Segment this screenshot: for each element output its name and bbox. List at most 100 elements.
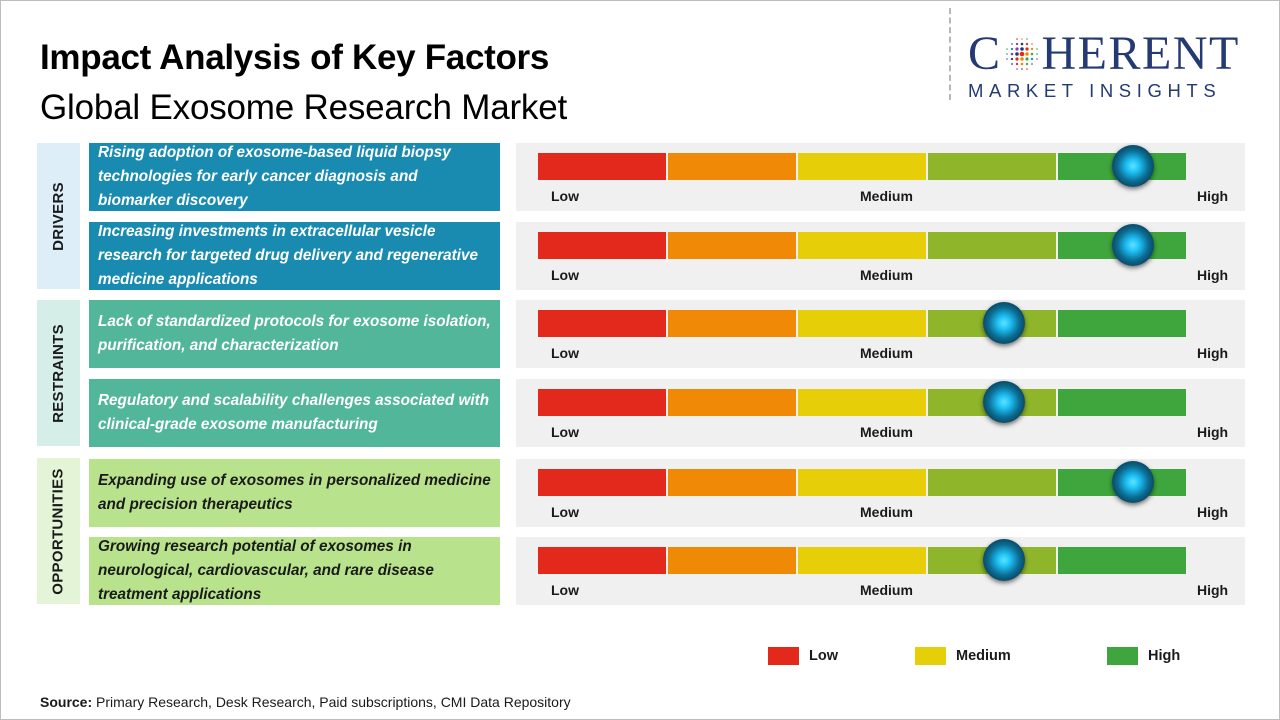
logo-dot — [1025, 38, 1028, 40]
logo-dot — [1035, 58, 1038, 60]
factor-restraint-1: Lack of standardized protocols for exoso… — [89, 300, 500, 368]
impact-meter: Low Medium High — [516, 537, 1245, 605]
logo-dot — [1014, 52, 1019, 56]
logo-dot — [1005, 48, 1008, 50]
scale-segment-5 — [1058, 310, 1186, 337]
logo-dot — [1014, 47, 1019, 51]
logo-dot — [1035, 53, 1038, 55]
logo-dot — [1030, 43, 1033, 45]
logo-dot — [1015, 42, 1018, 46]
impact-indicator-knob — [982, 302, 1025, 344]
logo-dot-globe-icon — [1005, 38, 1038, 70]
logo-dot — [1019, 51, 1024, 57]
factor-driver-2: Increasing investments in extracellular … — [89, 222, 500, 290]
logo-dot — [1015, 38, 1018, 40]
legend-label-high: High — [1148, 648, 1181, 664]
logo-dot — [1035, 48, 1038, 50]
scale-segment-2 — [668, 153, 798, 180]
logo-dot — [1020, 62, 1023, 66]
source-label: Source: — [40, 694, 93, 710]
logo-dot — [1030, 63, 1033, 65]
logo-dot — [1024, 52, 1029, 56]
impact-meter: Low Medium High — [516, 222, 1245, 290]
logo-dot — [1015, 68, 1018, 70]
scale-segment-3 — [798, 469, 928, 496]
legend-swatch-high — [1107, 647, 1138, 665]
impact-meter: Low Medium High — [516, 300, 1245, 368]
scale-label-high: High — [1197, 345, 1229, 361]
category-restraints: RESTRAINTS — [37, 300, 80, 446]
factor-text: Lack of standardized protocols for exoso… — [98, 313, 491, 354]
scale-label-low: Low — [551, 504, 579, 520]
scale-segment-3 — [798, 310, 928, 337]
impact-scale-bar — [538, 469, 1186, 496]
impact-scale-bar — [538, 232, 1186, 259]
scale-segment-2 — [668, 469, 798, 496]
impact-indicator-knob — [982, 539, 1025, 581]
source-text: Primary Research, Desk Research, Paid su… — [92, 694, 571, 710]
logo-dot — [1020, 42, 1023, 46]
legend-item-medium: Medium — [915, 647, 1011, 665]
scale-segment-4 — [928, 469, 1058, 496]
logo-dot — [1014, 57, 1019, 61]
scale-segment-1 — [538, 153, 668, 180]
factor-text: Rising adoption of exosome-based liquid … — [98, 144, 451, 209]
header-divider — [949, 8, 951, 100]
logo-dot — [1025, 62, 1028, 66]
logo-dot — [1025, 68, 1028, 70]
logo-dot — [1010, 47, 1013, 51]
factor-opportunity-2: Growing research potential of exosomes i… — [89, 537, 500, 605]
scale-label-medium: Medium — [860, 345, 913, 361]
impact-indicator-knob — [1112, 224, 1155, 266]
scale-label-low: Low — [551, 188, 579, 204]
scale-label-medium: Medium — [860, 582, 913, 598]
factor-text: Regulatory and scalability challenges as… — [98, 392, 490, 433]
logo-letters: HERENT — [1041, 27, 1240, 80]
impact-scale-bar — [538, 547, 1186, 574]
scale-label-high: High — [1197, 582, 1229, 598]
scale-label-high: High — [1197, 504, 1229, 520]
logo-dot — [1010, 63, 1013, 65]
factor-text: Increasing investments in extracellular … — [98, 223, 479, 288]
logo-dot — [1020, 38, 1023, 40]
scale-label-medium: Medium — [860, 424, 913, 440]
impact-scale-bar — [538, 310, 1186, 337]
category-label-restraints: RESTRAINTS — [50, 323, 67, 423]
factor-opportunity-1: Expanding use of exosomes in personalize… — [89, 459, 500, 527]
scale-segment-1 — [538, 389, 668, 416]
logo-dot — [1010, 52, 1013, 56]
scale-label-high: High — [1197, 424, 1229, 440]
scale-segment-4 — [928, 232, 1058, 259]
logo-dot — [1030, 57, 1033, 61]
scale-segment-2 — [668, 232, 798, 259]
legend-label-low: Low — [809, 648, 838, 664]
scale-segment-5 — [1058, 547, 1186, 574]
logo-dot — [1030, 47, 1033, 51]
logo-dot — [1019, 57, 1024, 61]
legend-label-medium: Medium — [956, 648, 1011, 664]
logo-dot — [1019, 47, 1024, 51]
scale-segment-3 — [798, 232, 928, 259]
factor-text: Growing research potential of exosomes i… — [98, 538, 434, 603]
logo-dot — [1020, 68, 1023, 70]
logo-dot — [1005, 53, 1008, 55]
logo-dot — [1005, 58, 1008, 60]
impact-meter: Low Medium High — [516, 379, 1245, 447]
scale-segment-1 — [538, 547, 668, 574]
scale-segment-4 — [928, 153, 1058, 180]
impact-meter: Low Medium High — [516, 459, 1245, 527]
scale-label-low: Low — [551, 582, 579, 598]
company-logo: C HERENT MARKET INSIGHTS — [968, 27, 1260, 102]
impact-scale-bar — [538, 153, 1186, 180]
scale-segment-2 — [668, 310, 798, 337]
source-note: Source: Primary Research, Desk Research,… — [40, 694, 571, 710]
logo-dot — [1010, 43, 1013, 45]
factor-text: Expanding use of exosomes in personalize… — [98, 472, 491, 513]
category-opportunities: OPPORTUNITIES — [37, 458, 80, 604]
logo-dot — [1025, 42, 1028, 46]
impact-meter: Low Medium High — [516, 143, 1245, 211]
scale-segment-1 — [538, 232, 668, 259]
legend-item-high: High — [1107, 647, 1180, 665]
impact-indicator-knob — [1112, 461, 1155, 503]
category-label-opportunities: OPPORTUNITIES — [50, 467, 68, 595]
